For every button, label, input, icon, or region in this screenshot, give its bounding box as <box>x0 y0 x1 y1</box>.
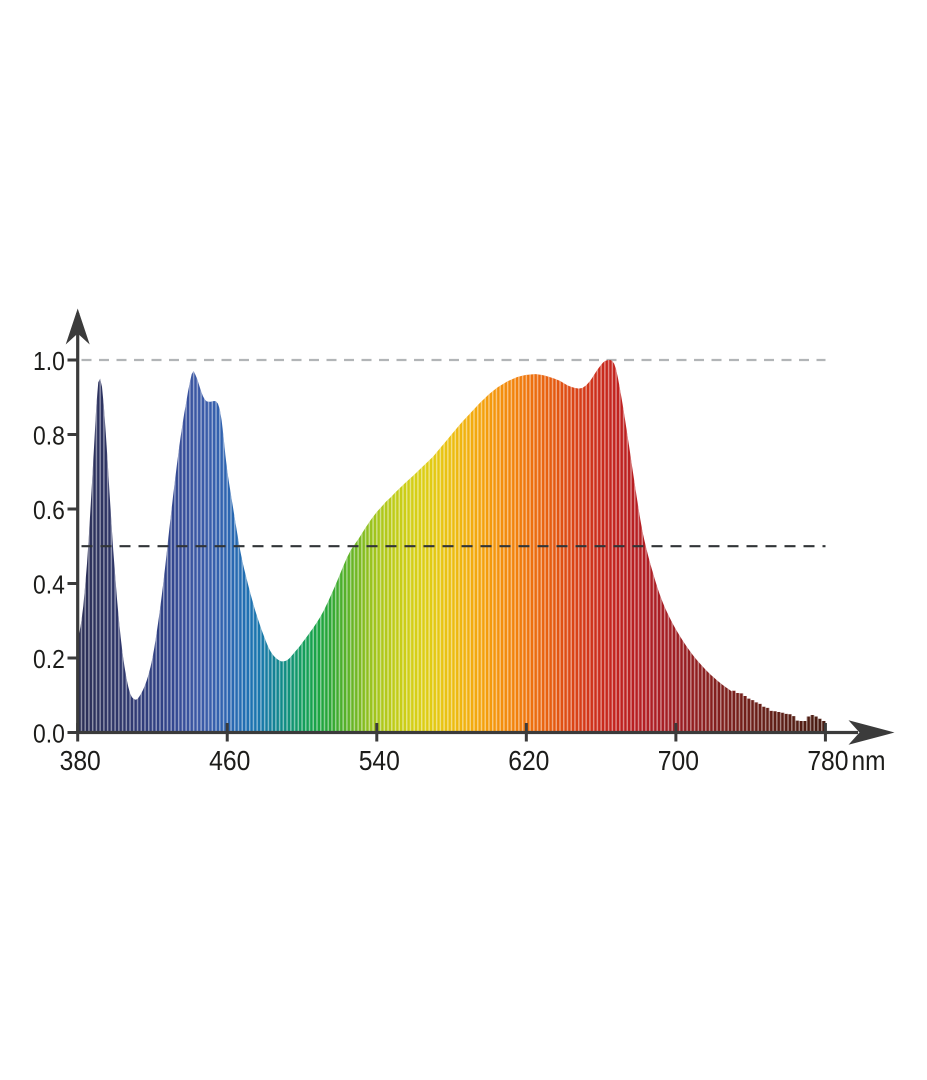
svg-text:700: 700 <box>658 745 699 776</box>
svg-text:460: 460 <box>209 745 250 776</box>
svg-text:620: 620 <box>508 745 549 776</box>
svg-text:nm: nm <box>852 745 886 776</box>
svg-text:0.4: 0.4 <box>33 572 65 600</box>
svg-text:1.0: 1.0 <box>33 348 65 376</box>
svg-text:780: 780 <box>807 745 848 776</box>
svg-text:0.6: 0.6 <box>33 497 65 525</box>
svg-text:540: 540 <box>359 745 400 776</box>
svg-text:380: 380 <box>60 745 101 776</box>
svg-text:0.8: 0.8 <box>33 423 65 451</box>
svg-text:0.2: 0.2 <box>33 646 65 674</box>
svg-text:0.0: 0.0 <box>33 721 65 749</box>
